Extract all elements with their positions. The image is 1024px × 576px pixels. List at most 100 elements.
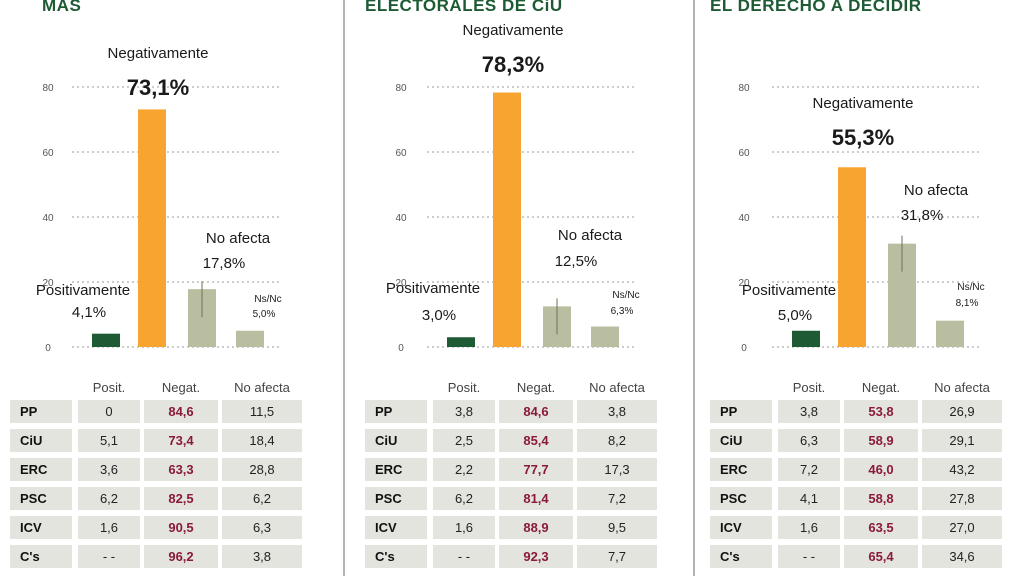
value-no-afecta: 12,5% [555,253,598,270]
bar-positivamente [792,330,820,347]
cell-na: 3,8 [222,545,302,568]
cell-na: 43,2 [922,458,1002,481]
cell-neg: 58,8 [844,487,918,510]
bar-negativamente [838,167,866,347]
table-row: C's - -92,3 7,7 [365,545,665,568]
cell-pos: 0 [78,400,140,423]
cell-neg: 63,3 [144,458,218,481]
cell-pos: 6,3 [778,429,840,452]
cell-neg: 85,4 [499,429,573,452]
cell-na: 26,9 [922,400,1002,423]
y-tick-label: 20 [42,278,54,289]
cell-na: 18,4 [222,429,302,452]
cell-pos: 6,2 [433,487,495,510]
cell-na: 27,8 [922,487,1002,510]
panel-divider [343,0,345,576]
cell-na: 34,6 [922,545,1002,568]
column-header: No afecta [934,380,990,395]
y-tick-label: 40 [738,213,750,224]
bar-chart: 0 20 40 60 80 Positivamente 5,0% Negativamente 5… [738,83,984,354]
table-row: CiU 5,1 73,4 18,4 [10,429,310,452]
value-negativamente: 73,1% [127,75,189,100]
table-row: C's - -65,4 34,6 [710,545,1010,568]
label-positivamente: Positivamente [742,282,836,299]
cell-pos: 3,8 [778,400,840,423]
bar-ns-nc [591,326,619,347]
cell-na: 6,3 [222,516,302,539]
column-header: Negat. [161,380,201,395]
party-name: PP [710,400,772,423]
party-name: C's [710,545,772,568]
table-row: PP 3,8 84,6 3,8 [365,400,665,423]
cell-neg: 53,8 [844,400,918,423]
party-name: ICV [10,516,72,539]
value-positivamente: 3,0% [422,307,456,324]
cell-pos: - - [778,545,840,568]
cell-pos: 2,2 [433,458,495,481]
bar-chart: 0 20 40 60 80 Positivamente 4,1% Negativamente 7… [36,45,282,354]
cell-pos: 3,6 [78,458,140,481]
party-name: PSC [365,487,427,510]
label-negativamente: Negativamente [108,45,209,62]
y-tick-label: 0 [741,343,747,354]
table-row: PP 0 84,6 11,5 [10,400,310,423]
cell-na: 17,3 [577,458,657,481]
cell-pos: 4,1 [778,487,840,510]
party-name: ERC [710,458,772,481]
value-positivamente: 4,1% [72,304,106,321]
label-no-afecta: No afecta [558,227,623,244]
table-row: PSC 6,2 81,4 7,2 [365,487,665,510]
y-tick-label: 20 [738,278,750,289]
label-positivamente: Positivamente [386,280,480,297]
cell-pos: - - [78,545,140,568]
cell-pos: - - [433,545,495,568]
value-ns-nc: 5,0% [253,309,276,320]
cell-pos: 1,6 [433,516,495,539]
table-row: ICV 1,6 88,9 9,5 [365,516,665,539]
party-name: C's [365,545,427,568]
party-name: PSC [710,487,772,510]
column-header: Posit. [447,380,481,395]
column-header: Negat. [516,380,556,395]
cell-pos: 2,5 [433,429,495,452]
party-name: PSC [10,487,72,510]
panel-title: ELECTORALES DE CiU [365,0,563,15]
y-tick-label: 40 [395,213,407,224]
cell-pos: 1,6 [778,516,840,539]
cell-na: 7,2 [577,487,657,510]
cell-neg: 90,5 [144,516,218,539]
label-negativamente: Negativamente [463,22,564,39]
label-no-afecta: No afecta [206,230,271,247]
cell-pos: 1,6 [78,516,140,539]
cell-neg: 77,7 [499,458,573,481]
party-name: ICV [365,516,427,539]
label-positivamente: Positivamente [36,282,130,299]
bar-positivamente [447,337,475,347]
column-header: No afecta [589,380,645,395]
column-header: Negat. [861,380,901,395]
cell-neg: 84,6 [499,400,573,423]
party-name: CiU [10,429,72,452]
panel-title: EL DERECHO A DECIDIR [710,0,922,15]
y-tick-label: 20 [395,278,407,289]
table-row: ERC 3,6 63,3 28,8 [10,458,310,481]
y-tick-label: 80 [395,83,407,94]
label-negativamente: Negativamente [813,95,914,112]
cell-neg: 88,9 [499,516,573,539]
column-header: Posit. [92,380,126,395]
column-header: No afecta [234,380,290,395]
cell-na: 9,5 [577,516,657,539]
table-row: PSC 4,1 58,8 27,8 [710,487,1010,510]
table-row: ICV 1,6 63,5 27,0 [710,516,1010,539]
cell-neg: 46,0 [844,458,918,481]
panel-divider [693,0,695,576]
cell-na: 29,1 [922,429,1002,452]
cell-na: 27,0 [922,516,1002,539]
y-tick-label: 80 [42,83,54,94]
cell-neg: 96,2 [144,545,218,568]
cell-na: 3,8 [577,400,657,423]
bar-negativamente [138,109,166,347]
cell-pos: 6,2 [78,487,140,510]
cell-neg: 82,5 [144,487,218,510]
label-no-afecta: No afecta [904,182,969,199]
